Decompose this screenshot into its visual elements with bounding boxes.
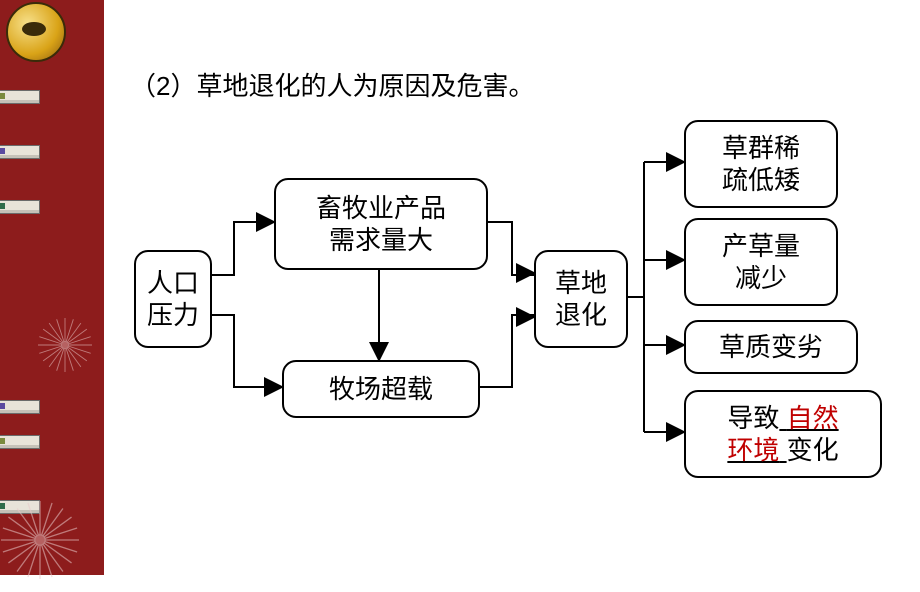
node-degradation: 草地退化 bbox=[534, 250, 628, 348]
slide-logo bbox=[6, 2, 66, 62]
node-text: 导致 自然环境 变化 bbox=[721, 398, 844, 471]
node-text: 草质变劣 bbox=[713, 327, 829, 368]
slide-content: （2）草地退化的人为原因及危害。 人口压力 畜牧业产品需求量大牧场超载 草地退化 草群… bbox=[104, 0, 920, 575]
node-text: 草地退化 bbox=[549, 263, 613, 336]
sidebar-tab bbox=[0, 435, 40, 449]
node-env: 导致 自然环境 变化 bbox=[684, 390, 882, 478]
dandelion-decoration bbox=[0, 495, 86, 586]
node-population: 人口压力 bbox=[134, 250, 212, 348]
node-text: 人口压力 bbox=[141, 263, 205, 336]
dandelion-decoration bbox=[34, 314, 97, 377]
node-text: 产草量减少 bbox=[716, 226, 806, 299]
node-text: 牧场超载 bbox=[323, 369, 439, 410]
node-demand: 畜牧业产品需求量大 bbox=[274, 178, 488, 270]
slide-heading: （2）草地退化的人为原因及危害。 bbox=[130, 66, 534, 103]
flow-diagram: 人口压力 畜牧业产品需求量大牧场超载 草地退化 草群稀疏低矮产草量减少草质变劣导致 自… bbox=[124, 120, 920, 550]
sidebar-tab bbox=[0, 400, 40, 414]
sidebar-tab bbox=[0, 200, 40, 214]
sidebar bbox=[0, 0, 104, 575]
sidebar-tab bbox=[0, 145, 40, 159]
node-overload: 牧场超载 bbox=[282, 360, 480, 418]
node-text: 草群稀疏低矮 bbox=[716, 128, 806, 201]
node-sparse: 草群稀疏低矮 bbox=[684, 120, 838, 208]
node-text: 畜牧业产品需求量大 bbox=[310, 188, 452, 261]
node-quality: 草质变劣 bbox=[684, 320, 858, 374]
node-yield: 产草量减少 bbox=[684, 218, 838, 306]
sidebar-tab bbox=[0, 90, 40, 104]
